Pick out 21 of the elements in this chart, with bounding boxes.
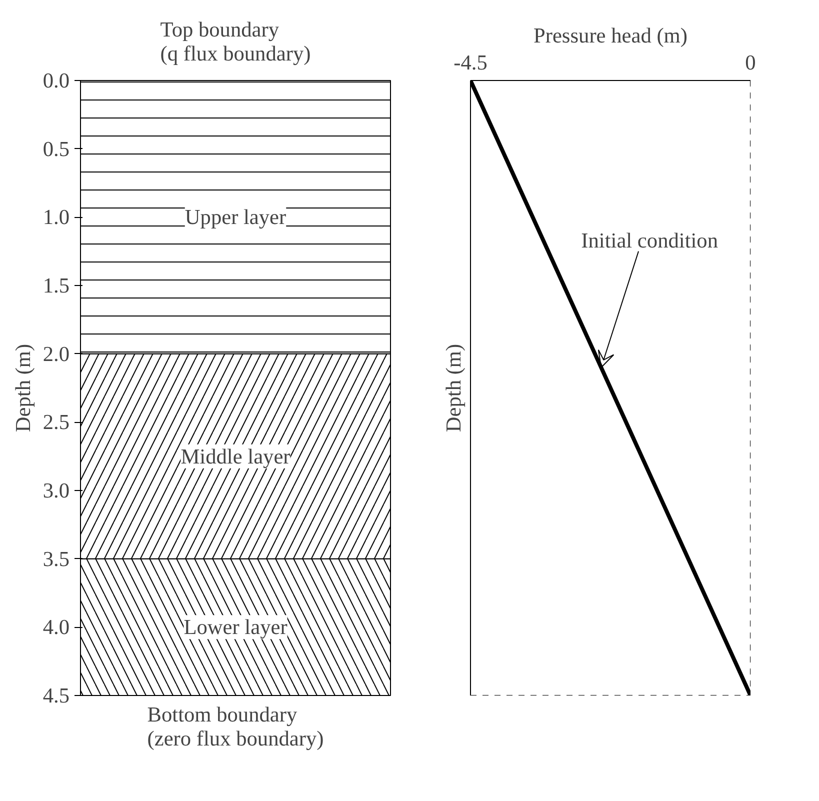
annotation: Initial condition: [581, 228, 718, 252]
x-tick-label: 0: [745, 50, 756, 74]
y-tick-label: 3.5: [42, 546, 70, 571]
text: Top boundary (q flux boundary): [160, 18, 311, 66]
y-tick-label: 3.0: [42, 478, 70, 502]
series-label: Middle layer: [180, 444, 290, 468]
y-tick-label: 2.5: [42, 410, 70, 434]
text: Bottom boundary (zero flux boundary): [147, 702, 324, 750]
x-tick-label: -4.5: [454, 50, 488, 74]
y-axis-title: Depth (m): [442, 344, 466, 432]
y-tick-label: 1.0: [42, 205, 70, 230]
y-tick-label: 0.5: [42, 136, 70, 161]
y-tick-label: 4.5: [42, 684, 70, 708]
series-label: Lower layer: [184, 615, 288, 640]
x-axis-title: Pressure head (m): [534, 24, 688, 48]
y-tick-label: 0.0: [42, 68, 70, 92]
y-tick-label: 1.5: [42, 274, 70, 298]
y-tick-label: 4.0: [42, 615, 70, 640]
series-label: Upper layer: [184, 205, 286, 230]
y-axis-title: Depth (m): [10, 344, 35, 432]
y-tick-label: 2.0: [42, 342, 70, 366]
